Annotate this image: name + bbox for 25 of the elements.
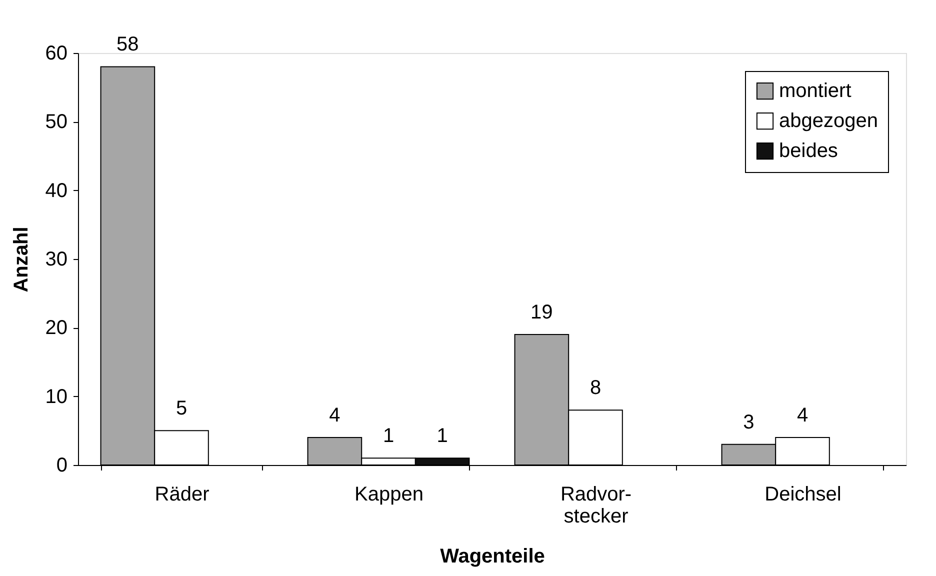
data-label: 4 [329,404,340,427]
data-label: 5 [176,398,188,420]
y-tick-label: 50 [45,111,68,134]
data-label: 1 [382,425,394,448]
y-tick-label: 30 [45,248,68,270]
legend-label: abgezogen [779,110,878,132]
data-label: 58 [116,34,139,56]
x-tick-label: Kappen [354,484,424,506]
y-tick-label: 40 [45,180,68,202]
legend-label: beides [779,140,838,162]
y-tick-label: 20 [45,317,68,340]
data-label: 1 [436,425,448,448]
data-label: 4 [796,404,808,427]
x-tick-label: Räder [154,484,210,506]
data-label: 3 [743,411,754,434]
x-tick-label: Radvor- stecker [560,484,632,528]
legend-label: montiert [779,80,852,102]
data-label: 8 [590,377,602,400]
y-axis-title: Anzahl [10,226,32,292]
x-axis-title: Wagenteile [440,546,545,568]
y-tick-label: 10 [45,386,68,408]
data-label: 19 [530,302,553,324]
y-tick-label: 60 [45,42,68,64]
x-tick-label: Deichsel [764,484,842,506]
y-tick-label: 0 [56,454,68,476]
